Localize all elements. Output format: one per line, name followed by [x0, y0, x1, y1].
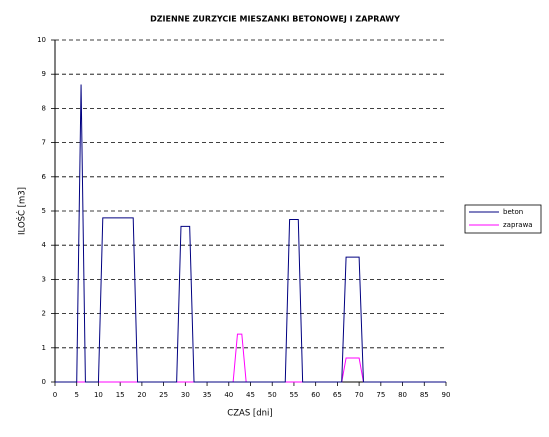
x-tick-label: 65	[333, 391, 342, 399]
x-tick-label: 0	[53, 391, 57, 399]
y-tick-label: 2	[42, 310, 46, 318]
x-tick-label: 10	[94, 391, 103, 399]
y-tick-label: 8	[42, 104, 46, 112]
y-tick-label: 10	[37, 36, 46, 44]
x-tick-label: 75	[376, 391, 385, 399]
x-tick-label: 25	[159, 391, 168, 399]
x-tick-label: 30	[181, 391, 190, 399]
x-tick-label: 45	[246, 391, 255, 399]
chart-title: DZIENNE ZURZYCIE MIESZANKI BETONOWEJ I Z…	[150, 15, 400, 24]
y-tick-label: 9	[42, 70, 46, 78]
x-tick-label: 15	[116, 391, 125, 399]
y-axis-label: ILOŚĆ [m3]	[16, 187, 28, 235]
y-tick-label: 4	[42, 241, 47, 249]
x-tick-label: 70	[355, 391, 364, 399]
legend-box	[464, 204, 542, 234]
x-tick-label: 85	[420, 391, 429, 399]
x-tick-label: 80	[398, 391, 407, 399]
x-tick-label: 50	[268, 391, 277, 399]
series-line	[55, 84, 446, 383]
y-tick-label: 0	[42, 378, 46, 386]
x-tick-label: 20	[137, 391, 146, 399]
x-tick-label: 5	[74, 391, 78, 399]
series-line	[55, 333, 446, 383]
legend-label: zaprawa	[503, 221, 533, 229]
x-tick-label: 90	[442, 391, 451, 399]
x-tick-label: 55	[289, 391, 298, 399]
x-tick-label: 60	[311, 391, 320, 399]
y-tick-label: 6	[42, 173, 47, 181]
x-tick-label: 35	[203, 391, 212, 399]
legend-label: beton	[503, 208, 523, 216]
y-tick-label: 3	[42, 275, 46, 283]
y-tick-label: 1	[42, 344, 46, 352]
x-axis-label: CZAS [dni]	[227, 409, 272, 419]
y-tick-label: 5	[42, 207, 46, 215]
x-tick-label: 40	[224, 391, 233, 399]
y-tick-label: 7	[42, 139, 46, 147]
